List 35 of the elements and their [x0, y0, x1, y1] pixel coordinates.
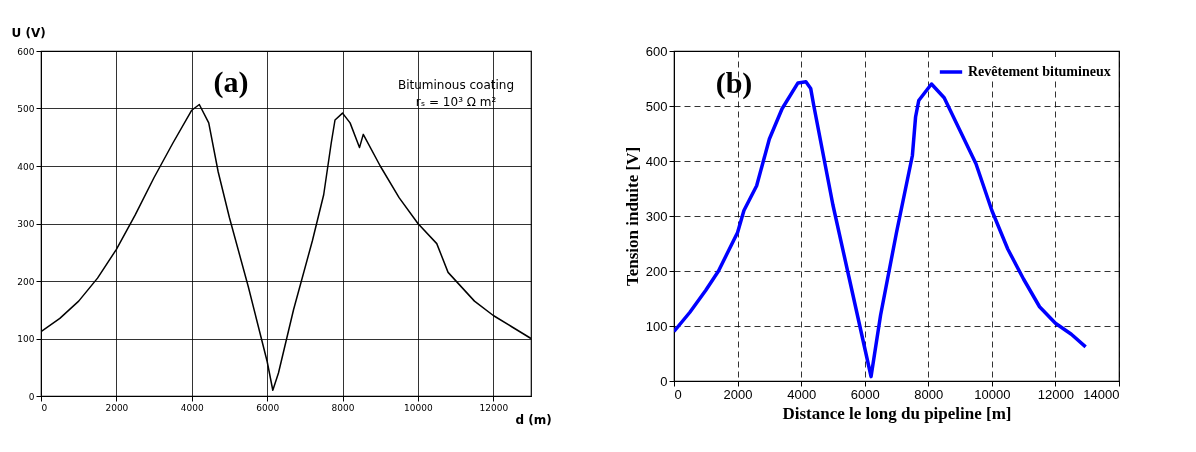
annotation: (a) [213, 65, 249, 99]
y-tick-label: 300 [645, 208, 668, 224]
x-tick-label: 8000 [914, 386, 944, 402]
y-axis-title: U (V) [11, 25, 46, 40]
x-tick-label: 14000 [1083, 386, 1120, 402]
y-tick-label: 400 [17, 161, 35, 172]
y-tick-label: 100 [17, 334, 35, 344]
x-tick-label: 10000 [974, 386, 1011, 402]
x-tick-label: 4000 [787, 386, 817, 402]
y-tick-label: 100 [645, 318, 668, 334]
x-tick-label: 0 [41, 402, 48, 413]
x-tick-label: 8000 [331, 402, 355, 413]
x-tick-label: 2000 [105, 402, 129, 413]
x-tick-label: 12000 [479, 402, 509, 413]
x-tick-label: 6000 [256, 402, 280, 413]
y-tick-label: 500 [17, 104, 35, 114]
x-tick-label: 0 [674, 386, 682, 402]
x-tick-label: 10000 [404, 402, 434, 413]
y-tick-label: 500 [645, 98, 668, 114]
annotation: (b) [715, 66, 753, 100]
x-tick-label: 2000 [723, 386, 753, 402]
x-axis-title: Distance le long du pipeline [m] [782, 403, 1012, 423]
y-tick-label: 200 [17, 276, 35, 287]
x-tick-label: 6000 [850, 386, 880, 402]
y-axis-title: Tension induite [V] [622, 146, 642, 287]
y-tick-label: 300 [17, 219, 35, 229]
y-tick-label: 600 [645, 43, 668, 59]
y-tick-label: 600 [17, 46, 35, 57]
y-tick-label: 0 [660, 373, 668, 389]
x-tick-label: 12000 [1037, 386, 1075, 402]
x-tick-label: 4000 [180, 402, 204, 413]
x-axis-title: d (m) [515, 412, 552, 427]
y-tick-label: 400 [645, 153, 668, 169]
legend-label: Revêtement bitumineux [968, 64, 1111, 79]
y-tick-label: 200 [645, 263, 668, 279]
